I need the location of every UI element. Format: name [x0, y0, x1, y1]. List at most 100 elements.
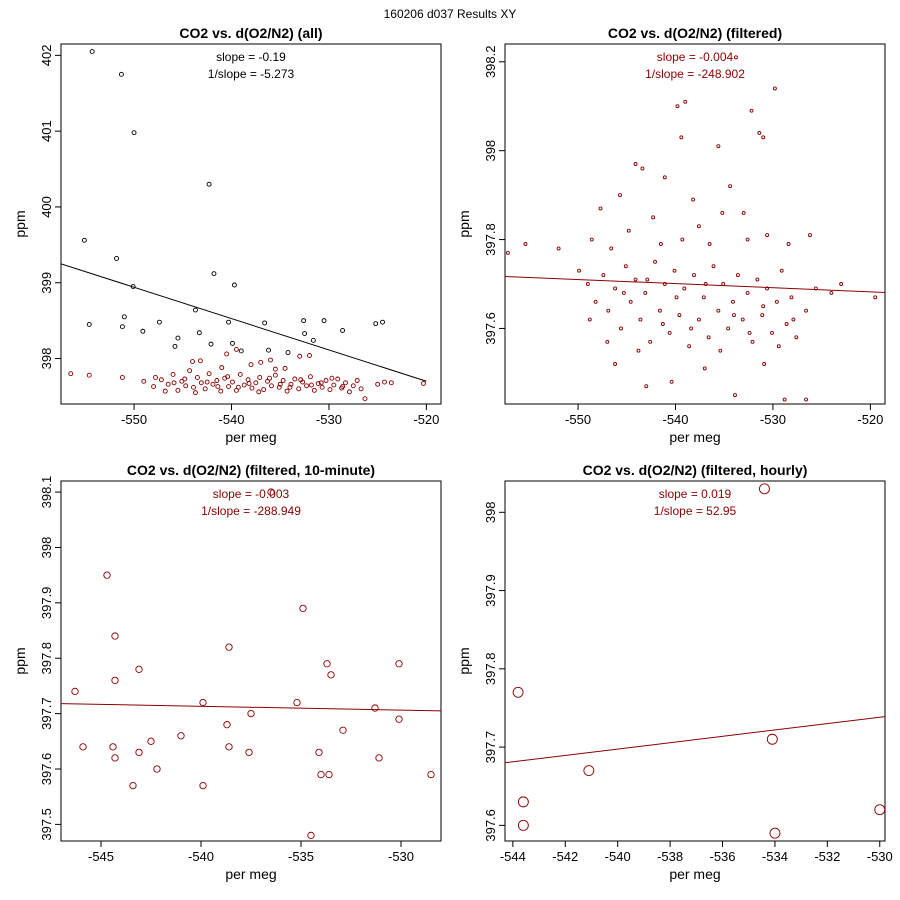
data-point — [214, 378, 220, 383]
data-point — [731, 299, 735, 304]
data-point — [287, 384, 293, 390]
data-point — [187, 368, 193, 374]
data-point — [329, 375, 335, 381]
data-point — [633, 277, 638, 282]
y-tick-label: 397.6 — [483, 312, 498, 345]
data-point — [158, 377, 164, 383]
y-tick-label: 397.8 — [39, 642, 54, 675]
data-point — [382, 379, 387, 385]
data-point — [179, 378, 185, 384]
data-point — [141, 378, 147, 384]
data-point — [667, 330, 672, 335]
x-tick-label: -544 — [500, 849, 526, 864]
y-tick-label: 402 — [39, 45, 54, 67]
y-tick-label: 398 — [483, 501, 498, 523]
data-point — [230, 379, 235, 385]
data-point — [267, 375, 272, 381]
data-point — [623, 264, 628, 269]
data-point — [175, 335, 181, 341]
data-point — [238, 348, 244, 354]
data-point — [282, 365, 288, 371]
data-point — [86, 321, 92, 327]
data-point — [728, 184, 733, 189]
data-point — [761, 304, 766, 309]
data-point — [358, 386, 364, 392]
data-point — [258, 359, 264, 365]
data-point — [245, 748, 253, 757]
data-point — [285, 350, 291, 355]
data-point — [140, 328, 146, 334]
data-point — [256, 389, 262, 395]
x-tick-label: -550 — [565, 412, 591, 427]
data-point — [749, 108, 754, 113]
data-point — [633, 162, 638, 166]
x-tick-label: -540 — [188, 849, 214, 864]
data-point — [293, 698, 301, 707]
data-point — [675, 104, 680, 109]
x-axis-label: per meg — [669, 429, 720, 445]
data-point — [230, 340, 235, 346]
inverse-slope-annotation: 1/slope = -5.273 — [208, 67, 295, 81]
x-tick-label: -530 — [867, 849, 893, 864]
data-point — [272, 366, 278, 372]
data-point — [68, 371, 74, 377]
y-axis-label: ppm — [12, 647, 28, 674]
data-point — [248, 362, 254, 368]
data-point — [373, 321, 379, 327]
data-point — [114, 256, 119, 261]
x-tick-label: -530 — [760, 412, 786, 427]
data-point — [669, 379, 674, 384]
regression-line — [61, 703, 441, 712]
data-point — [644, 384, 649, 389]
data-point — [301, 318, 307, 324]
y-tick-label: 397.8 — [483, 223, 498, 256]
data-point — [703, 282, 708, 286]
data-point — [266, 347, 271, 353]
data-point — [517, 796, 529, 808]
data-point — [71, 687, 79, 696]
data-point — [199, 698, 207, 707]
data-point — [235, 384, 241, 390]
data-point — [691, 197, 696, 202]
plot-data — [505, 483, 885, 839]
data-point — [674, 295, 679, 300]
data-point — [789, 295, 794, 300]
data-point — [223, 721, 231, 729]
data-point — [687, 344, 692, 349]
data-point — [682, 286, 687, 291]
data-point — [375, 381, 381, 387]
data-point — [211, 271, 217, 277]
regression-line — [505, 275, 885, 293]
inverse-slope-annotation: 1/slope = 52.95 — [654, 504, 737, 518]
data-point — [162, 388, 168, 394]
data-point — [331, 382, 337, 388]
data-point — [740, 317, 745, 322]
data-point — [589, 237, 594, 242]
data-point — [298, 377, 304, 383]
data-point — [147, 737, 155, 745]
plot-frame — [60, 480, 442, 842]
data-point — [302, 331, 308, 336]
data-point — [311, 387, 317, 393]
data-point — [733, 55, 738, 60]
data-point — [79, 743, 87, 751]
data-point — [81, 237, 87, 243]
data-point — [762, 362, 767, 366]
data-point — [296, 386, 302, 392]
data-point — [761, 135, 766, 140]
data-point — [716, 308, 721, 313]
data-point — [204, 379, 210, 385]
data-point — [183, 383, 189, 389]
data-point — [307, 831, 315, 840]
data-point — [253, 380, 259, 386]
data-point — [121, 314, 127, 320]
data-point — [219, 365, 225, 371]
data-point — [257, 375, 263, 380]
x-tick-label: -545 — [88, 849, 114, 864]
plot-data — [61, 488, 441, 840]
data-point — [89, 49, 95, 55]
data-point — [587, 317, 592, 322]
data-point — [233, 346, 239, 352]
data-point — [237, 371, 243, 377]
y-tick-label: 398 — [483, 140, 498, 162]
